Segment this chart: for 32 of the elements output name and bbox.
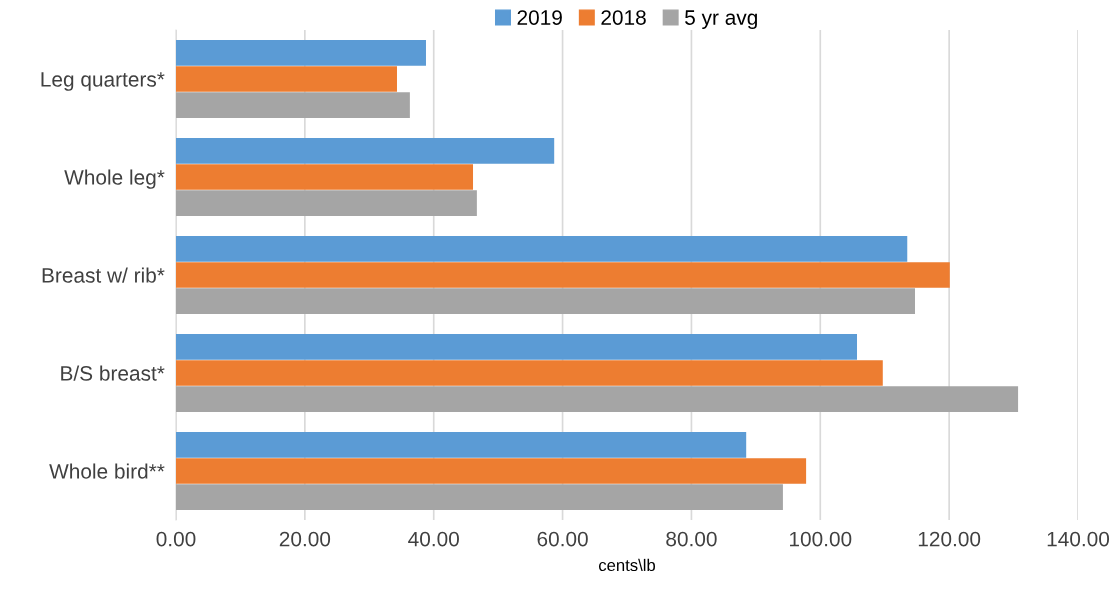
x-tick-label: 100.00 xyxy=(790,531,852,547)
bar xyxy=(176,236,908,262)
bar xyxy=(176,92,410,118)
bar xyxy=(176,40,426,66)
bar xyxy=(176,164,474,190)
bar xyxy=(176,360,883,386)
y-tick-label: Whole leg* xyxy=(64,169,165,189)
bar xyxy=(176,432,747,458)
y-tick-label: B/S breast* xyxy=(61,365,165,381)
x-tick-label: 140.00 xyxy=(1047,531,1110,547)
bar xyxy=(176,190,477,216)
y-tick-label: Leg quarters* xyxy=(41,72,165,91)
x-tick-label: 120.00 xyxy=(918,531,981,547)
legend-label: 5 yr avg xyxy=(685,10,757,30)
y-tick-label: Breast w/ rib* xyxy=(42,267,165,283)
x-tick-label: 80.00 xyxy=(666,531,717,547)
bar xyxy=(176,288,915,314)
x-tick-label: 40.00 xyxy=(408,531,459,547)
bar xyxy=(176,66,397,92)
x-tick-label: 20.00 xyxy=(279,531,331,547)
x-axis-title: cents\lb xyxy=(598,558,656,572)
bar xyxy=(176,334,858,360)
bar xyxy=(176,138,555,164)
bar xyxy=(176,262,950,288)
bar xyxy=(176,484,783,510)
legend-label: 2018 xyxy=(601,10,646,25)
y-tick-label: Whole bird** xyxy=(49,463,165,479)
x-tick-label: 60.00 xyxy=(537,531,588,547)
legend-label: 2019 xyxy=(517,10,562,25)
bar xyxy=(176,386,1019,412)
bar xyxy=(176,458,807,484)
x-tick-label: 0.00 xyxy=(156,531,196,547)
